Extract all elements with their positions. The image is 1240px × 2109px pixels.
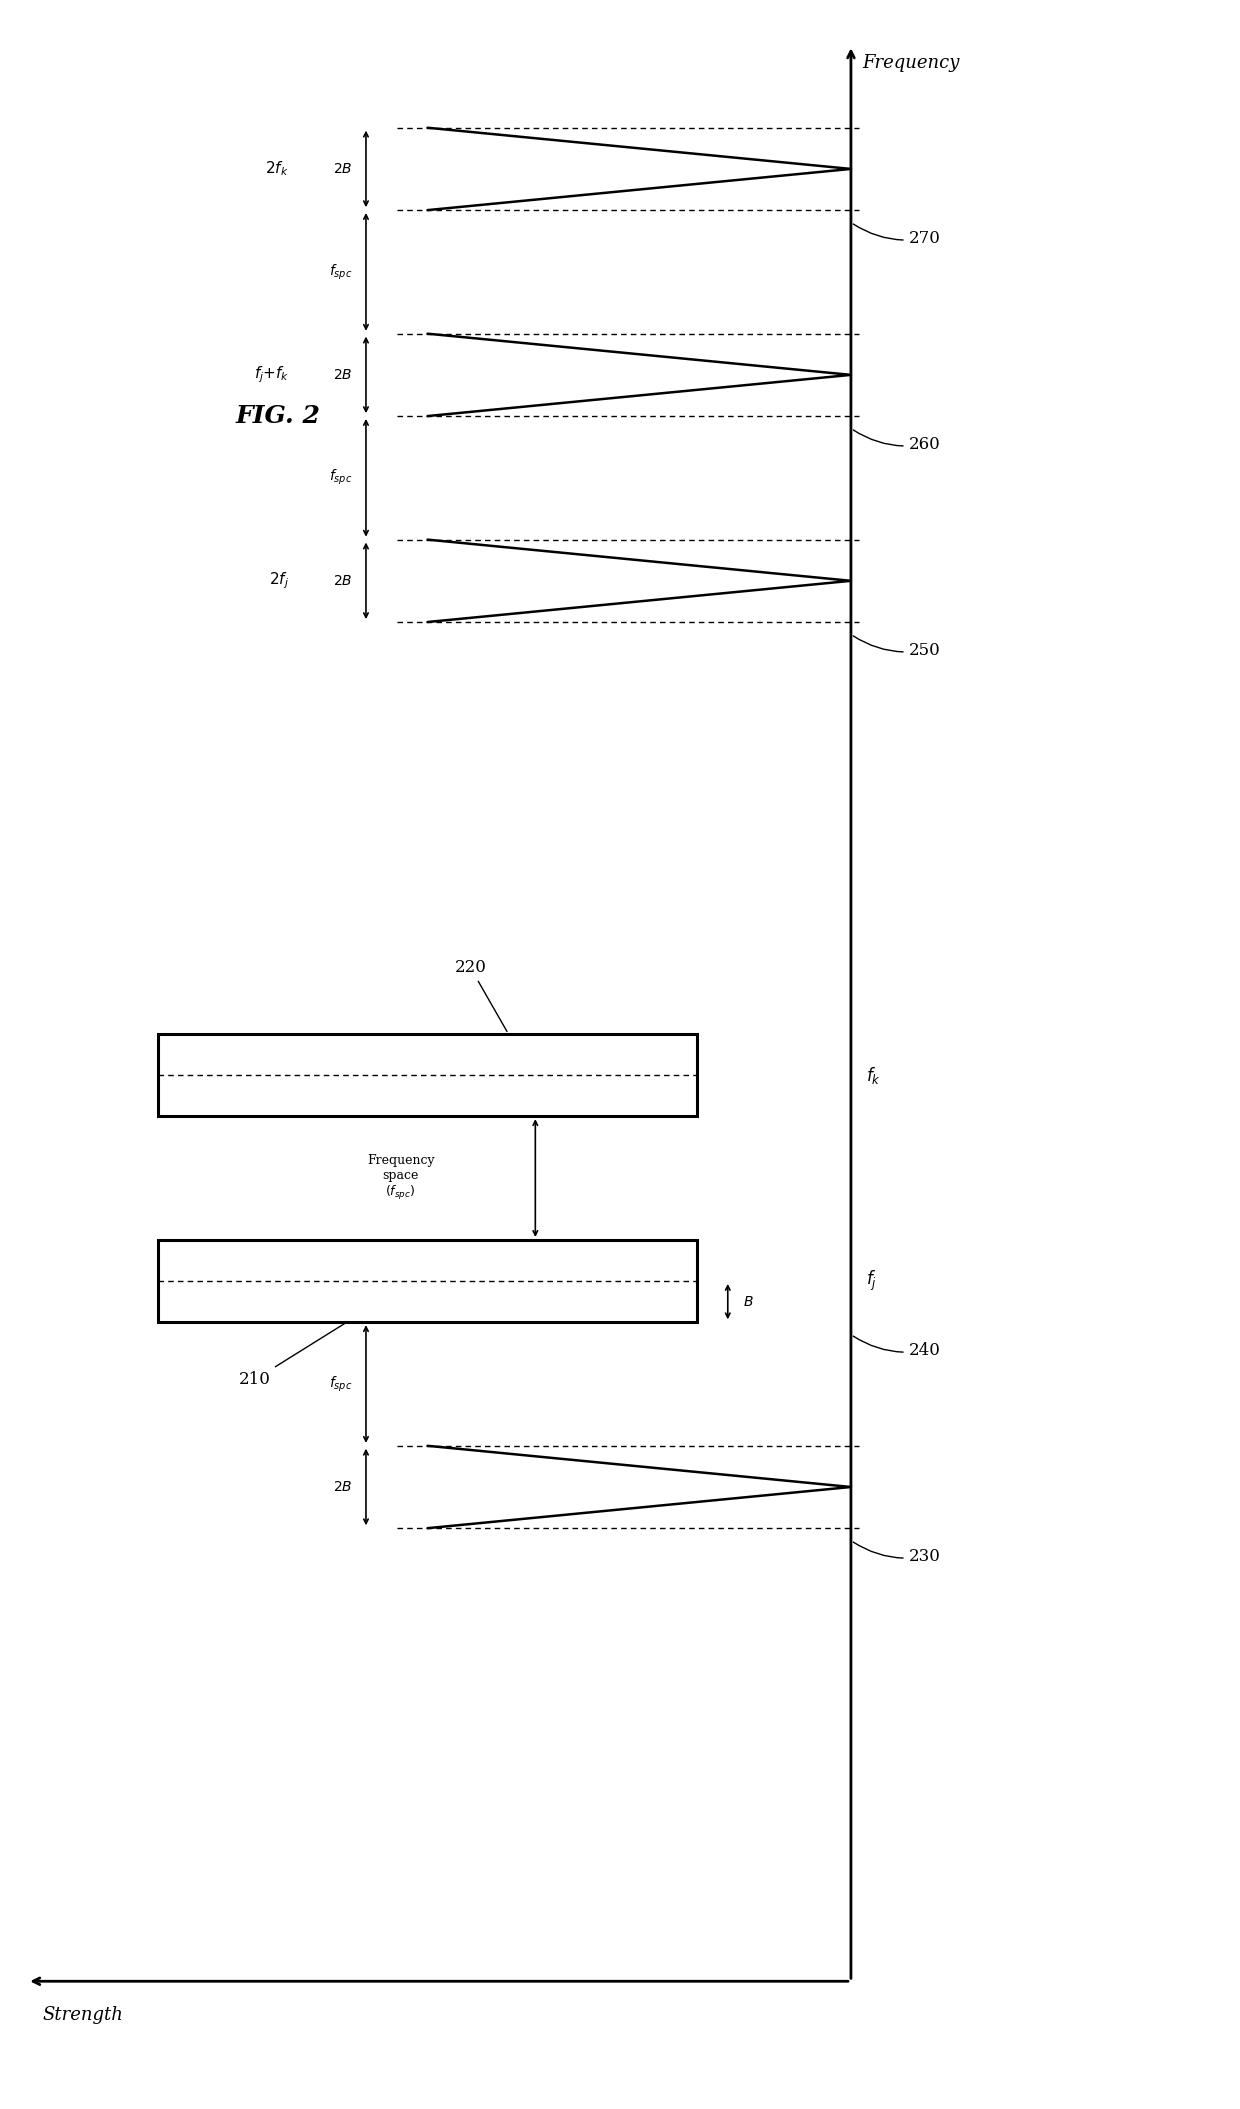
- Text: $f_{spc}$: $f_{spc}$: [329, 262, 352, 280]
- Text: $f_{spc}$: $f_{spc}$: [329, 1375, 352, 1394]
- Text: $2f_j$: $2f_j$: [269, 572, 289, 591]
- Text: 240: 240: [853, 1337, 941, 1358]
- Bar: [159, 1033, 697, 1116]
- Text: $B$: $B$: [743, 1295, 754, 1310]
- Text: $f_j$: $f_j$: [867, 1270, 878, 1293]
- Text: 210: 210: [239, 1324, 345, 1388]
- Text: Frequency
space
$(f_{spc})$: Frequency space $(f_{spc})$: [367, 1154, 434, 1202]
- Text: $2B$: $2B$: [332, 162, 352, 175]
- Text: Strength: Strength: [42, 2006, 124, 2025]
- Text: 220: 220: [455, 960, 507, 1031]
- Text: 230: 230: [853, 1542, 941, 1565]
- Text: $f_k$: $f_k$: [867, 1065, 882, 1086]
- Text: 260: 260: [853, 430, 940, 453]
- Text: $f_{spc}$: $f_{spc}$: [329, 468, 352, 487]
- Text: Frequency: Frequency: [863, 53, 960, 72]
- Text: $2f_k$: $2f_k$: [265, 160, 289, 179]
- Text: $f_j$$+$$f_k$: $f_j$$+$$f_k$: [253, 365, 289, 386]
- Text: $2B$: $2B$: [332, 1481, 352, 1493]
- Text: $2B$: $2B$: [332, 574, 352, 588]
- Bar: [159, 1240, 697, 1322]
- Text: 250: 250: [853, 637, 940, 658]
- Text: $2B$: $2B$: [332, 367, 352, 382]
- Text: FIG. 2: FIG. 2: [236, 405, 320, 428]
- Text: 270: 270: [853, 224, 941, 247]
